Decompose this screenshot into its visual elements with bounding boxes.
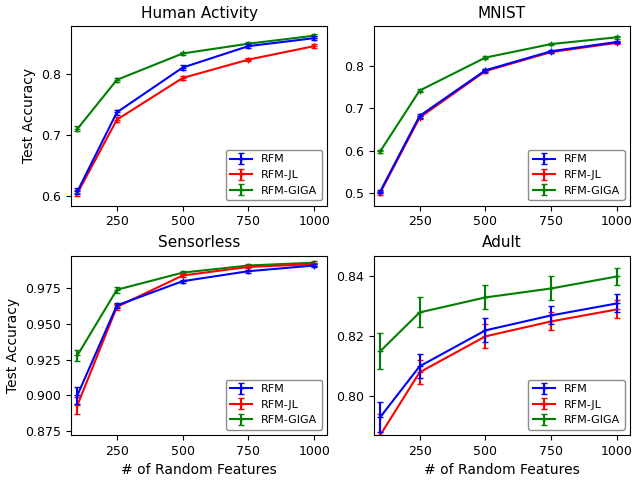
X-axis label: # of Random Features: # of Random Features [121, 464, 277, 477]
Title: Sensorless: Sensorless [158, 235, 240, 250]
Y-axis label: Test Accuracy: Test Accuracy [6, 298, 20, 393]
X-axis label: # of Random Features: # of Random Features [424, 464, 580, 477]
Title: MNIST: MNIST [478, 6, 526, 21]
Y-axis label: Test Accuracy: Test Accuracy [22, 68, 36, 163]
Legend: RFM, RFM-JL, RFM-GIGA: RFM, RFM-JL, RFM-GIGA [225, 150, 322, 200]
Title: Human Activity: Human Activity [141, 6, 257, 21]
Title: Adult: Adult [482, 235, 522, 250]
Legend: RFM, RFM-JL, RFM-GIGA: RFM, RFM-JL, RFM-GIGA [528, 380, 625, 429]
Legend: RFM, RFM-JL, RFM-GIGA: RFM, RFM-JL, RFM-GIGA [528, 150, 625, 200]
Legend: RFM, RFM-JL, RFM-GIGA: RFM, RFM-JL, RFM-GIGA [225, 380, 322, 429]
